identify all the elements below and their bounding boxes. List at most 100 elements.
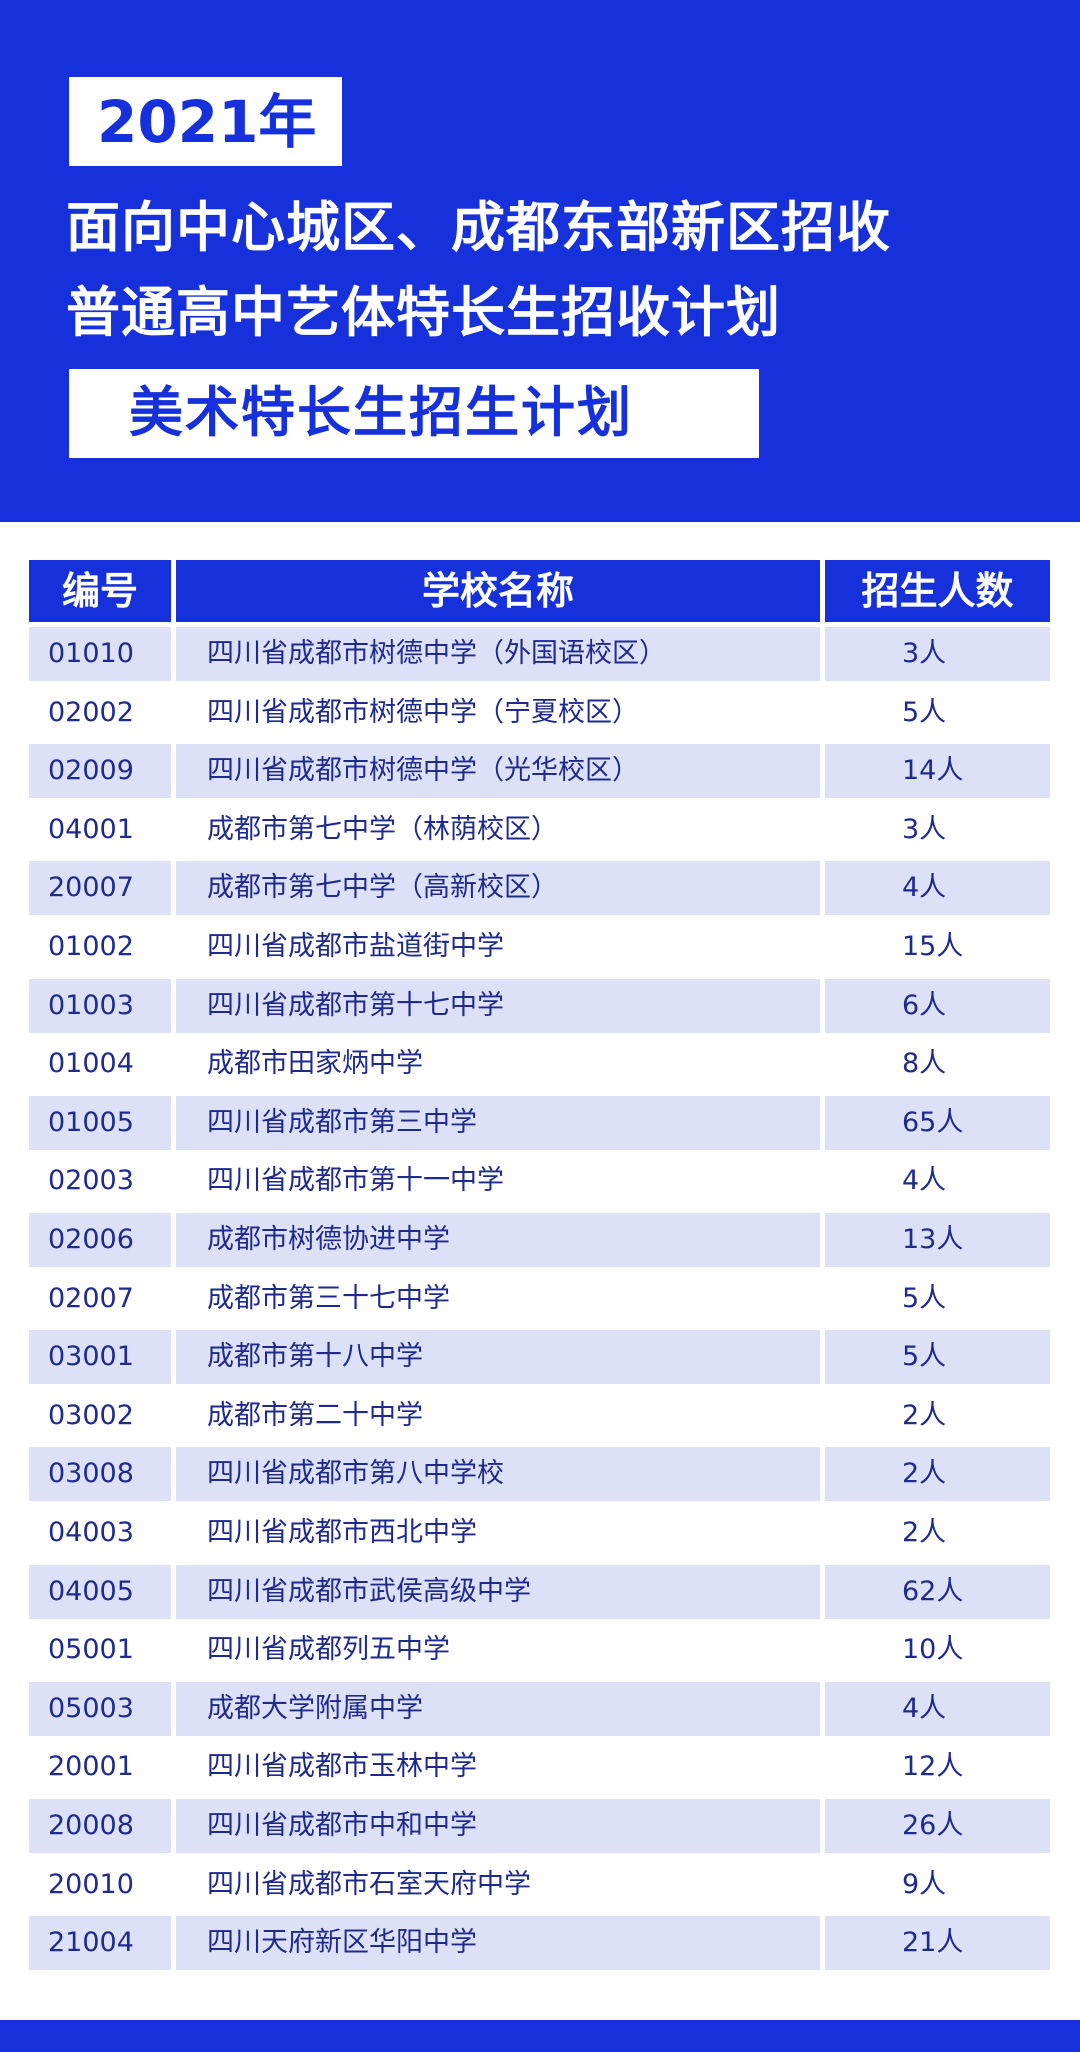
- school-code-cell: 03008: [29, 1447, 171, 1502]
- school-name: 成都市田家炳中学: [207, 1048, 423, 1080]
- enrollment-count: 2人: [902, 1458, 947, 1490]
- school-name-cell: 成都市树德协进中学: [176, 1213, 820, 1267]
- school-name: 四川省成都市第十七中学: [207, 989, 504, 1021]
- enrollment-count: 5人: [902, 1282, 947, 1314]
- enrollment-count: 3人: [902, 638, 947, 669]
- school-code: 03002: [48, 1399, 134, 1431]
- enrollment-count: 2人: [902, 1517, 947, 1548]
- school-code-cell: 20007: [29, 861, 171, 916]
- school-code: 04005: [48, 1575, 134, 1607]
- school-code: 05003: [48, 1692, 134, 1724]
- school-code: 05001: [48, 1634, 134, 1666]
- school-code: 02003: [48, 1165, 134, 1197]
- table-row: 20001 四川省成都市玉林中学 12人: [0, 1740, 1080, 1794]
- footer-bar: [0, 2020, 1080, 2052]
- subtitle-text: 美术特长生招生计划: [129, 381, 633, 444]
- school-name: 四川省成都市中和中学: [207, 1810, 477, 1841]
- enrollment-count-cell: 8人: [825, 1037, 1050, 1091]
- enrollment-count: 3人: [902, 813, 947, 845]
- school-code: 04003: [48, 1517, 134, 1548]
- enrollment-count-cell: 65人: [825, 1095, 1050, 1150]
- enrollment-count-cell: 3人: [825, 803, 1050, 857]
- school-code-cell: 03002: [29, 1389, 171, 1443]
- table-row: 01002 四川省成都市盐道街中学 15人: [0, 920, 1080, 974]
- subtitle-badge: 美术特长生招生计划: [69, 369, 759, 458]
- enrollment-count: 9人: [902, 1868, 947, 1900]
- enrollment-count-cell: 10人: [825, 1623, 1050, 1677]
- enrollment-count-cell: 4人: [825, 1154, 1050, 1208]
- school-name-cell: 四川省成都市树德中学（外国语校区）: [176, 627, 820, 681]
- school-name: 四川省成都市玉林中学: [207, 1751, 477, 1783]
- enrollment-count-cell: 12人: [825, 1740, 1050, 1794]
- enrollment-count-cell: 15人: [825, 920, 1050, 974]
- table-row: 04001 成都市第七中学（林荫校区） 3人: [0, 803, 1080, 857]
- school-code: 03001: [48, 1341, 134, 1373]
- table-row: 04003 四川省成都市西北中学 2人: [0, 1506, 1080, 1560]
- school-name: 四川省成都市第十一中学: [207, 1165, 504, 1197]
- enrollment-count-cell: 2人: [825, 1506, 1050, 1560]
- enrollment-count: 14人: [902, 755, 964, 787]
- school-code-cell: 04005: [29, 1564, 171, 1619]
- table-row: 01005 四川省成都市第三中学 65人: [0, 1095, 1080, 1150]
- column-header-school: 学校名称: [176, 560, 820, 622]
- enrollment-count-cell: 5人: [825, 686, 1050, 740]
- school-code-cell: 01004: [29, 1037, 171, 1091]
- school-code: 21004: [48, 1927, 134, 1959]
- table-row: 02007 成都市第三十七中学 5人: [0, 1272, 1080, 1326]
- school-name: 成都市第三十七中学: [207, 1282, 450, 1314]
- school-name-cell: 四川省成都市西北中学: [176, 1506, 820, 1560]
- table-row: 20010 四川省成都市石室天府中学 9人: [0, 1858, 1080, 1912]
- school-code-cell: 04003: [29, 1506, 171, 1560]
- table-row: 01003 四川省成都市第十七中学 6人: [0, 978, 1080, 1033]
- school-name: 四川省成都市树德中学（外国语校区）: [207, 638, 666, 669]
- school-name-cell: 四川省成都市第八中学校: [176, 1447, 820, 1502]
- table-row: 03008 四川省成都市第八中学校 2人: [0, 1447, 1080, 1502]
- school-name: 四川省成都市树德中学（光华校区）: [207, 755, 639, 787]
- school-code-cell: 02007: [29, 1272, 171, 1326]
- school-code-cell: 01010: [29, 627, 171, 681]
- table-row: 05001 四川省成都列五中学 10人: [0, 1623, 1080, 1677]
- column-header-count: 招生人数: [825, 560, 1050, 622]
- enrollment-count-cell: 13人: [825, 1213, 1050, 1267]
- table-row: 02002 四川省成都市树德中学（宁夏校区） 5人: [0, 686, 1080, 740]
- school-code: 20001: [48, 1751, 134, 1783]
- school-name-cell: 四川省成都市石室天府中学: [176, 1858, 820, 1912]
- title-line-2: 普通高中艺体特长生招收计划: [66, 281, 781, 344]
- school-code-cell: 01003: [29, 978, 171, 1033]
- school-name: 成都市第二十中学: [207, 1399, 423, 1431]
- enrollment-count-cell: 21人: [825, 1916, 1050, 1971]
- table-row: 21004 四川天府新区华阳中学 21人: [0, 1916, 1080, 1971]
- school-name: 四川天府新区华阳中学: [207, 1927, 477, 1959]
- school-name-cell: 成都大学附属中学: [176, 1681, 820, 1736]
- table-row: 20008 四川省成都市中和中学 26人: [0, 1799, 1080, 1853]
- school-code-cell: 04001: [29, 803, 171, 857]
- enrollment-count: 5人: [902, 1341, 947, 1373]
- school-code-cell: 20001: [29, 1740, 171, 1794]
- school-code-cell: 02002: [29, 686, 171, 740]
- school-code: 02006: [48, 1224, 134, 1255]
- enrollment-count-cell: 26人: [825, 1799, 1050, 1853]
- school-name: 成都市第七中学（林荫校区）: [207, 813, 558, 845]
- enrollment-count: 4人: [902, 872, 947, 904]
- header-banner: 2021年 面向中心城区、成都东部新区招收 普通高中艺体特长生招收计划 美术特长…: [0, 0, 1080, 522]
- school-name-cell: 成都市第三十七中学: [176, 1272, 820, 1326]
- school-name: 成都市树德协进中学: [207, 1224, 450, 1255]
- school-code: 02002: [48, 696, 134, 728]
- school-name-cell: 四川省成都市第十七中学: [176, 978, 820, 1033]
- school-code: 01010: [48, 638, 134, 669]
- school-name-cell: 四川省成都市第三中学: [176, 1095, 820, 1150]
- school-name-cell: 成都市第二十中学: [176, 1389, 820, 1443]
- school-name-cell: 四川天府新区华阳中学: [176, 1916, 820, 1971]
- enrollment-count-cell: 14人: [825, 744, 1050, 799]
- school-name: 四川省成都市西北中学: [207, 1517, 477, 1548]
- school-code-cell: 02006: [29, 1213, 171, 1267]
- school-name-cell: 成都市第七中学（林荫校区）: [176, 803, 820, 857]
- enrollment-count: 5人: [902, 696, 947, 728]
- table-row: 03002 成都市第二十中学 2人: [0, 1389, 1080, 1443]
- enrollment-count: 2人: [902, 1399, 947, 1431]
- school-name-cell: 四川省成都市树德中学（宁夏校区）: [176, 686, 820, 740]
- enrollment-count-cell: 4人: [825, 1681, 1050, 1736]
- enrollment-count: 4人: [902, 1692, 947, 1724]
- school-code: 01003: [48, 989, 134, 1021]
- school-code: 01004: [48, 1048, 134, 1080]
